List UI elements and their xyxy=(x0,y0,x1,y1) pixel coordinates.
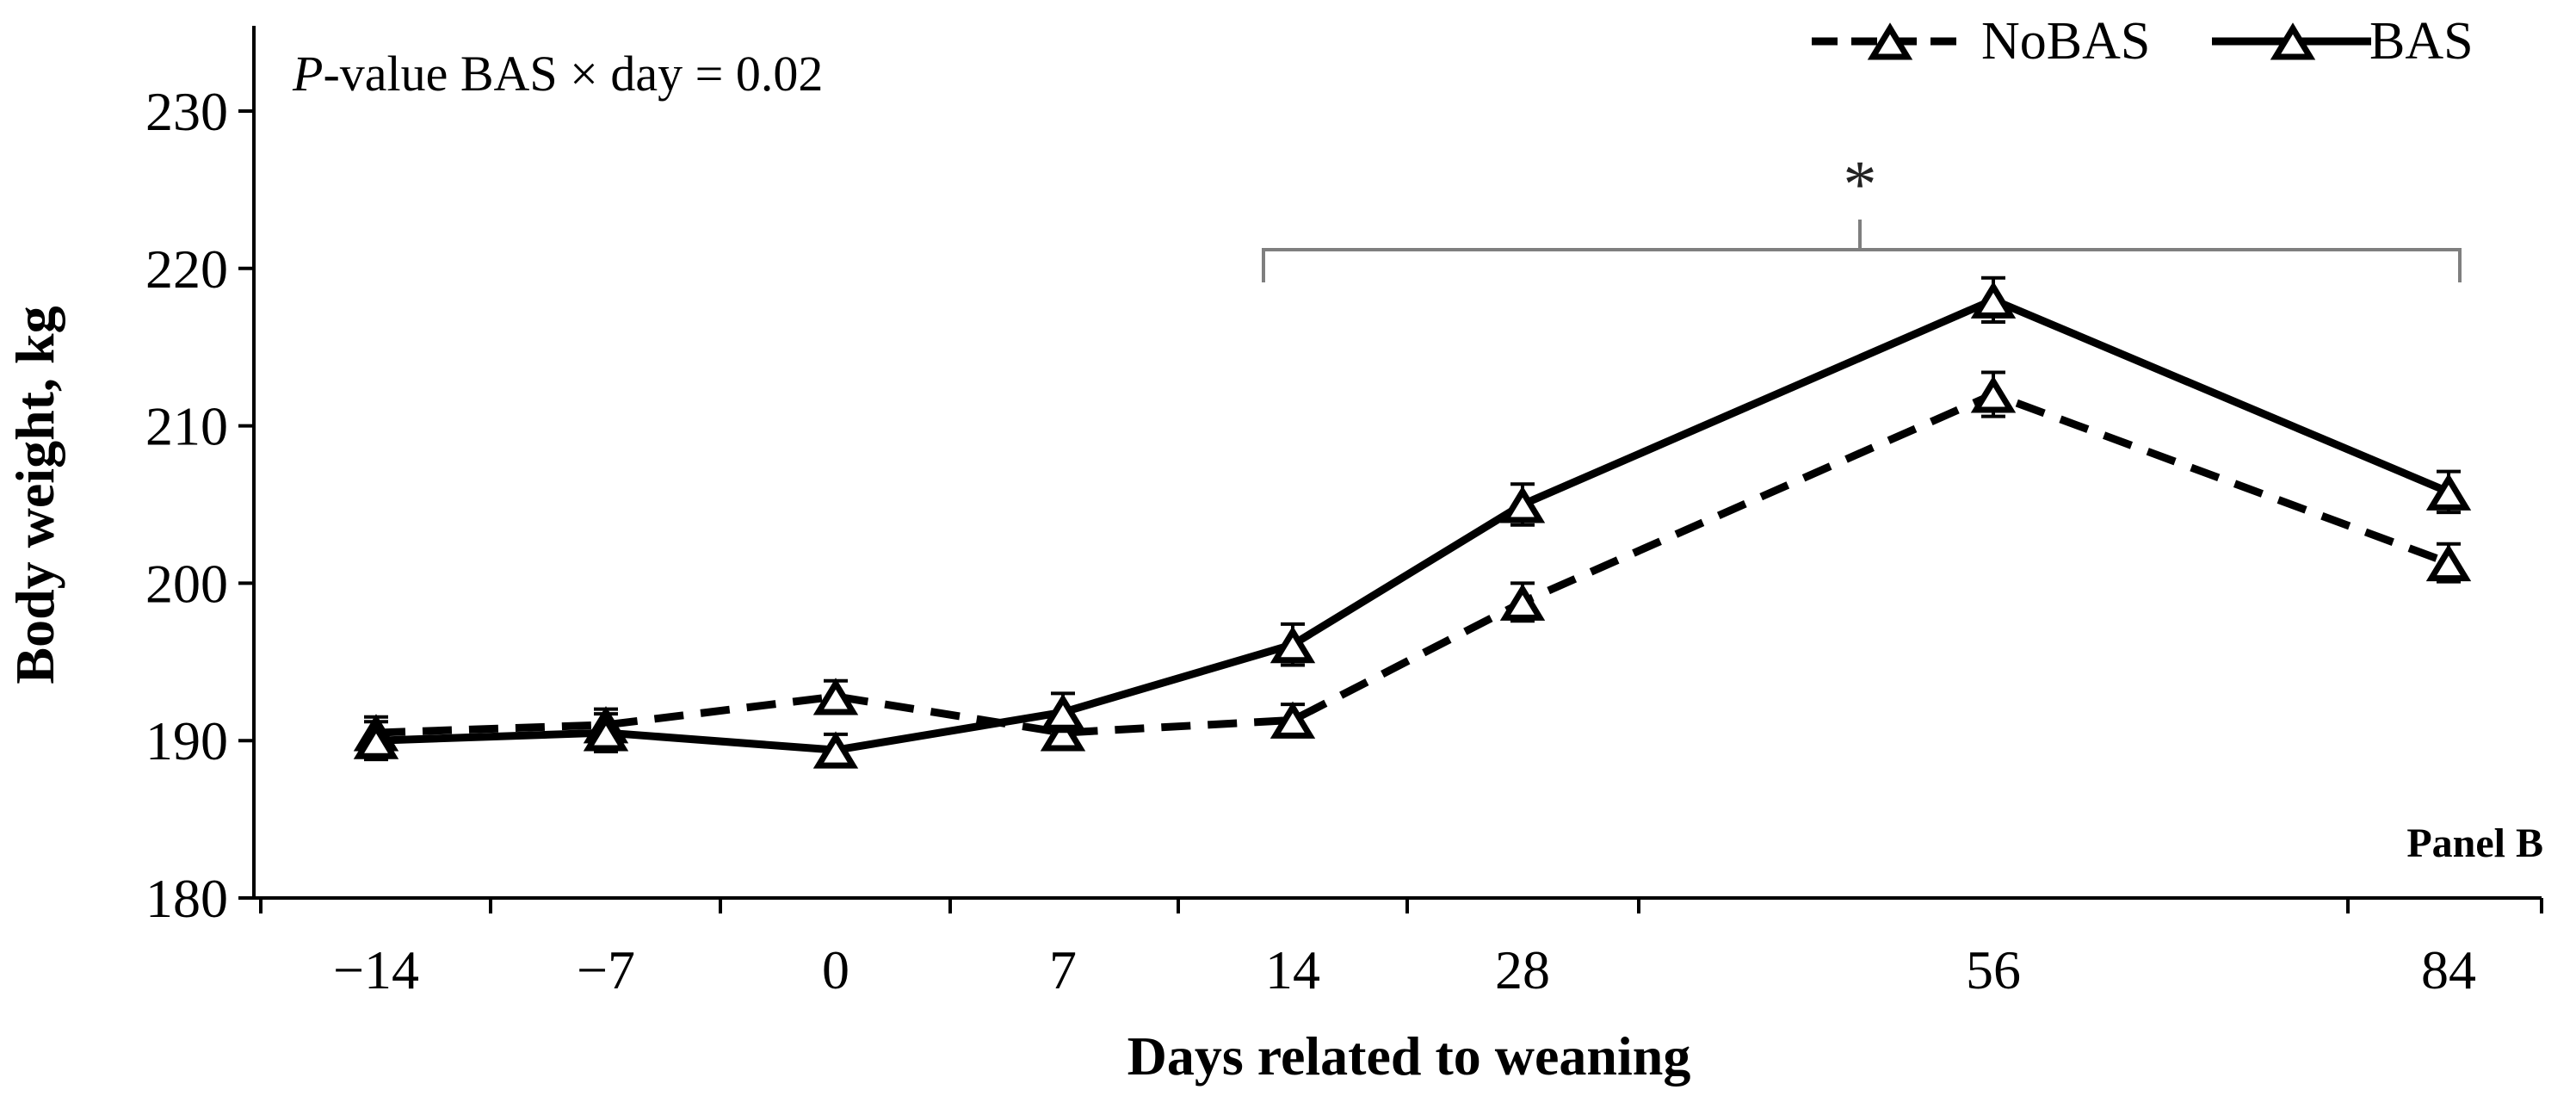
series-nobas xyxy=(353,370,2472,752)
data-point-bas xyxy=(1499,486,1546,523)
significance-asterisk: * xyxy=(1844,146,1877,221)
data-point-bas xyxy=(583,714,629,752)
data-point-nobas xyxy=(1269,701,1316,739)
p-value-italic: P xyxy=(292,46,323,102)
legend-marker xyxy=(1867,22,1913,60)
x-tick-label: −14 xyxy=(333,939,419,1000)
series-layer xyxy=(353,276,2472,769)
y-tick-label: 200 xyxy=(145,553,228,614)
y-tick-label: 210 xyxy=(145,396,228,457)
data-point-bas xyxy=(2425,473,2472,511)
legend: NoBAS BAS xyxy=(1812,12,2474,71)
legend-label: NoBAS xyxy=(1981,12,2150,71)
data-point-nobas xyxy=(1499,583,1546,621)
data-point-nobas xyxy=(2425,543,2472,582)
legend-label: BAS xyxy=(2369,12,2474,71)
x-axis-title: Days related to weaning xyxy=(1127,1025,1691,1087)
data-point-bas xyxy=(1970,281,2017,319)
bracket-line xyxy=(1262,220,2462,282)
y-tick-label: 190 xyxy=(145,710,228,771)
series-bas xyxy=(353,276,2472,769)
p-value-annotation: P-value BAS × day = 0.02 xyxy=(292,46,823,102)
legend-marker xyxy=(2270,22,2316,60)
y-tick-label: 220 xyxy=(145,238,228,300)
tick-marks: 180 190 200 210 220 230 −14 −7 0 7 14 28 56 84 xyxy=(145,81,2543,1000)
y-axis-title: Body weight, kg xyxy=(4,306,65,684)
data-point-bas xyxy=(353,721,399,759)
data-point-nobas xyxy=(812,678,859,715)
series-line-bas xyxy=(375,295,2450,754)
data-point-bas xyxy=(1269,625,1316,664)
x-tick-label: 84 xyxy=(2421,939,2476,1000)
data-point-bas xyxy=(812,731,859,769)
x-tick-label: 28 xyxy=(1495,939,1550,1000)
data-point-bas xyxy=(1040,693,1086,731)
x-tick-label: 0 xyxy=(822,939,849,1000)
legend-item-nobas: NoBAS xyxy=(1812,12,2150,71)
x-tick-label: 14 xyxy=(1265,939,1320,1000)
y-tick-label: 180 xyxy=(145,868,228,929)
y-tick-label: 230 xyxy=(145,81,228,142)
data-point-nobas xyxy=(1970,375,2017,413)
legend-item-bas: BAS xyxy=(2212,12,2474,71)
data-point-nobas xyxy=(1040,714,1086,752)
significance-bracket xyxy=(1262,220,2462,282)
axes xyxy=(252,26,2542,900)
series-line-nobas xyxy=(375,390,2450,737)
x-tick-label: 56 xyxy=(1966,939,2021,1000)
x-tick-label: −7 xyxy=(577,939,635,1000)
x-tick-label: 7 xyxy=(1049,939,1077,1000)
p-value-rest: -value BAS × day = 0.02 xyxy=(323,46,823,102)
panel-label: Panel B xyxy=(2406,820,2543,866)
